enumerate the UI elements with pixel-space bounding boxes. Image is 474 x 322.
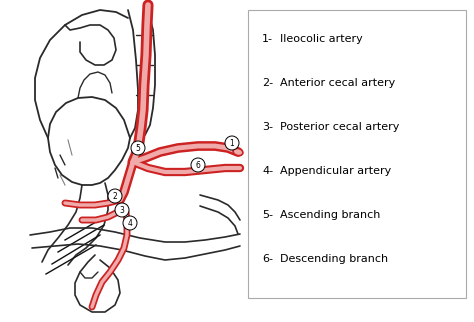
Circle shape [225, 136, 239, 150]
Text: 3: 3 [119, 205, 125, 214]
Circle shape [131, 141, 145, 155]
Circle shape [115, 203, 129, 217]
Text: 5: 5 [136, 144, 140, 153]
Text: 1: 1 [229, 138, 234, 147]
Text: 1-: 1- [262, 34, 273, 44]
Text: Ileocolic artery: Ileocolic artery [280, 34, 363, 44]
Text: 4-: 4- [262, 166, 273, 176]
Text: 5-: 5- [262, 210, 273, 220]
Text: 6-: 6- [262, 254, 273, 264]
Text: Descending branch: Descending branch [280, 254, 388, 264]
Text: Ascending branch: Ascending branch [280, 210, 380, 220]
Text: Appendicular artery: Appendicular artery [280, 166, 391, 176]
Ellipse shape [233, 148, 243, 156]
Bar [248, 10, 466, 298]
Text: 2-: 2- [262, 78, 273, 88]
Text: 2: 2 [113, 192, 118, 201]
Circle shape [123, 216, 137, 230]
Circle shape [191, 158, 205, 172]
Text: 6: 6 [196, 160, 201, 169]
Circle shape [108, 189, 122, 203]
Text: Posterior cecal artery: Posterior cecal artery [280, 122, 400, 132]
Text: 3-: 3- [262, 122, 273, 132]
Text: Anterior cecal artery: Anterior cecal artery [280, 78, 395, 88]
Text: 4: 4 [128, 219, 132, 228]
